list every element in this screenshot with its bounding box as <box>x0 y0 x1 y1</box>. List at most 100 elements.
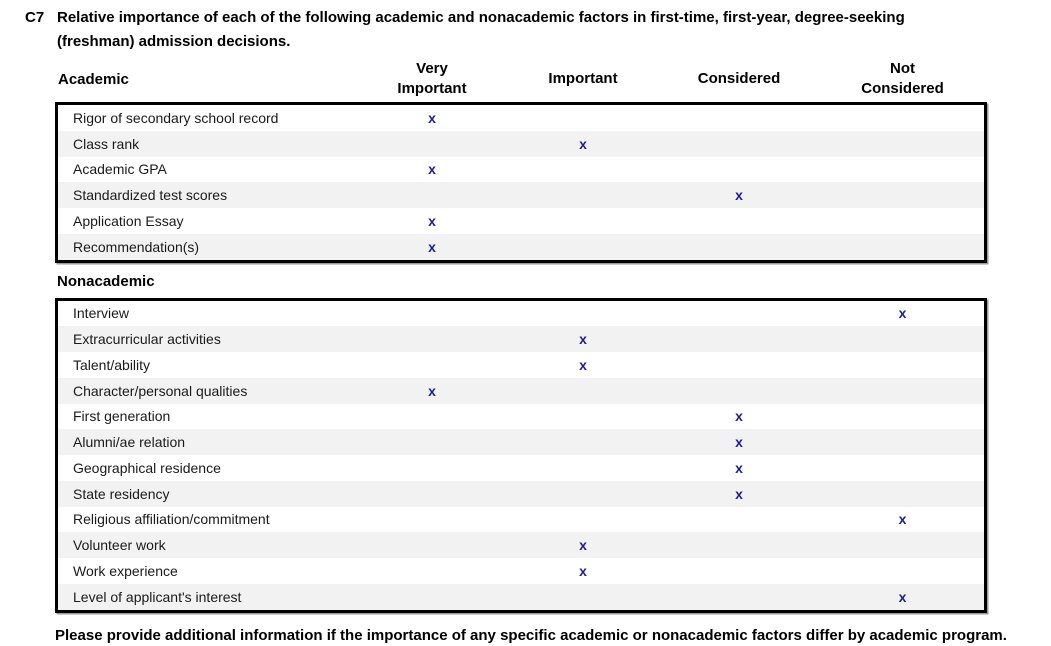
rating-cell-not-considered <box>821 234 984 260</box>
rating-cell-not-considered: x <box>821 584 984 610</box>
x-mark: x <box>579 135 587 152</box>
factor-row: Rigor of secondary school record x <box>58 105 984 131</box>
x-mark: x <box>898 511 907 528</box>
factor-row: Application Essay x <box>58 208 984 234</box>
rating-cell-very-important <box>355 326 509 352</box>
rating-cell-important <box>509 507 657 533</box>
rating-cell-important: x <box>509 131 657 157</box>
factor-row: State residency x <box>58 480 984 507</box>
factor-row: Extracurricular activities x <box>58 326 984 352</box>
rating-cell-considered <box>657 157 821 183</box>
rating-cell-very-important <box>355 429 509 455</box>
column-header-not-considered: Not Considered <box>821 59 984 99</box>
factor-label: Academic GPA <box>73 161 167 178</box>
rating-cell-very-important: x <box>355 105 509 131</box>
factor-row: Geographical residence x <box>58 455 984 481</box>
rating-cell-important: x <box>509 352 657 378</box>
x-mark: x <box>579 562 587 579</box>
rating-cell-considered <box>657 301 821 327</box>
rating-cell-important <box>509 234 657 260</box>
factor-label: Level of applicant's interest <box>73 588 242 605</box>
factor-row: Character/personal qualities x <box>58 377 984 404</box>
rating-cell-not-considered <box>821 404 984 430</box>
factor-label: State residency <box>73 485 170 502</box>
rating-cell-considered <box>657 532 821 558</box>
rating-cell-considered <box>657 208 821 234</box>
rating-cell-very-important <box>355 558 509 584</box>
rating-cell-not-considered <box>821 429 984 455</box>
x-mark: x <box>735 187 743 204</box>
question-id: C7 <box>25 9 45 26</box>
rating-cell-not-considered <box>821 455 984 481</box>
factor-label: Interview <box>73 305 130 322</box>
factor-row: First generation x <box>58 403 984 430</box>
factor-label: Talent/ability <box>73 356 151 373</box>
factor-label: Character/personal qualities <box>73 382 248 399</box>
factor-label: Rigor of secondary school record <box>73 109 279 126</box>
column-header-considered: Considered <box>657 69 821 89</box>
rating-cell-considered <box>657 507 821 533</box>
factor-row: Interview x <box>58 300 984 327</box>
rating-cell-very-important <box>355 455 509 481</box>
footer-note: Please provide additional information if… <box>55 626 1007 644</box>
rating-cell-not-considered <box>821 208 984 234</box>
column-header-very-important: Very Important <box>355 59 509 99</box>
column-header-important-label: Important <box>548 70 618 87</box>
factor-row: Work experience x <box>58 558 984 584</box>
factor-row: Level of applicant's interest x <box>58 583 984 610</box>
rating-cell-very-important: x <box>355 208 509 234</box>
rating-cell-considered: x <box>657 455 821 481</box>
factor-row: Volunteer work x <box>58 532 984 558</box>
x-mark: x <box>428 212 436 229</box>
rating-cell-important: x <box>509 558 657 584</box>
x-mark: x <box>579 331 587 348</box>
factor-label: Volunteer work <box>73 537 166 554</box>
x-mark: x <box>735 459 743 476</box>
rating-cell-very-important: x <box>355 157 509 183</box>
question-prompt: Relative importance of each of the follo… <box>57 9 905 50</box>
rating-cell-very-important <box>355 131 509 157</box>
x-mark: x <box>735 434 743 451</box>
column-header-very-important-label: Very Important <box>397 60 467 97</box>
x-mark: x <box>735 485 743 502</box>
question-row: C7 Relative importance of each of the fo… <box>0 0 1051 54</box>
factor-row: Talent/ability x <box>58 352 984 378</box>
rating-cell-considered: x <box>657 404 821 430</box>
rating-cell-important: x <box>509 532 657 558</box>
factor-label: Recommendation(s) <box>73 238 200 255</box>
rating-cell-considered <box>657 326 821 352</box>
x-mark: x <box>428 382 436 399</box>
rating-cell-important <box>509 208 657 234</box>
rating-cell-important: x <box>509 326 657 352</box>
factor-label: Extracurricular activities <box>73 331 221 348</box>
rating-cell-important <box>509 301 657 327</box>
rating-cell-considered <box>657 584 821 610</box>
rating-cell-considered: x <box>657 481 821 507</box>
x-mark: x <box>735 408 743 425</box>
rating-cell-not-considered <box>821 352 984 378</box>
column-header-row: Academic Very Important Important Consid… <box>58 56 984 102</box>
rating-cell-very-important <box>355 301 509 327</box>
x-mark: x <box>428 238 436 255</box>
section-label-academic: Academic <box>58 70 129 88</box>
rating-cell-not-considered <box>821 131 984 157</box>
x-mark: x <box>579 356 587 373</box>
factor-label: Standardized test scores <box>73 187 228 204</box>
rating-cell-very-important <box>355 481 509 507</box>
rating-cell-important <box>509 481 657 507</box>
x-mark: x <box>579 537 587 554</box>
rating-cell-very-important <box>355 182 509 208</box>
rating-cell-important <box>509 378 657 404</box>
rating-cell-important <box>509 182 657 208</box>
factor-row: Religious affiliation/commitment x <box>58 506 984 533</box>
nonacademic-factors-table: Interview x Extracurricular activities x Tal… <box>55 297 987 613</box>
rating-cell-very-important <box>355 584 509 610</box>
rating-cell-not-considered: x <box>821 301 984 327</box>
rating-cell-important <box>509 455 657 481</box>
factor-label: Application Essay <box>73 212 184 229</box>
factor-label: Alumni/ae relation <box>73 434 186 451</box>
rating-cell-not-considered <box>821 157 984 183</box>
rating-cell-very-important: x <box>355 234 509 260</box>
rating-cell-not-considered <box>821 326 984 352</box>
rating-cell-important <box>509 157 657 183</box>
